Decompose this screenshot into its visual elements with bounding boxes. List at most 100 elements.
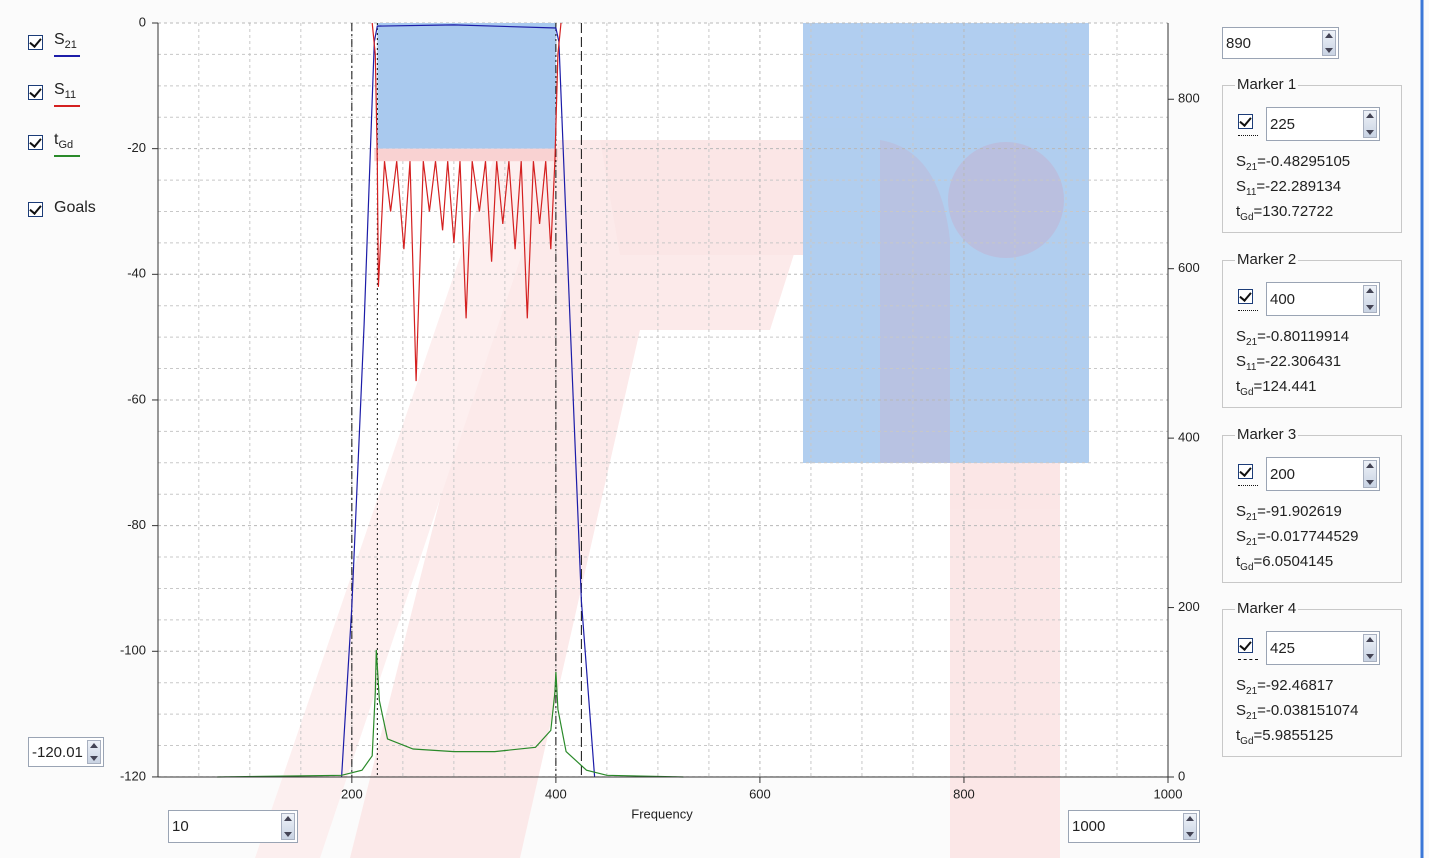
marker-checkbox[interactable] (1238, 464, 1253, 479)
readout-symbol: S (1236, 702, 1247, 719)
spin-button[interactable] (1183, 813, 1197, 840)
y2-max-input[interactable]: 890 (1222, 27, 1339, 59)
marker-checkbox[interactable] (1238, 114, 1253, 129)
x-max-input[interactable]: 1000 (1068, 810, 1200, 843)
marker-title: Marker 3 (1235, 426, 1299, 443)
goals-label: Goals (54, 199, 96, 216)
marker-readout: S11=-22.306431 (1236, 353, 1341, 373)
readout-sign: = (1256, 353, 1266, 370)
readout-sign: = (1257, 503, 1266, 520)
x-tick-label: 400 (545, 786, 567, 801)
x-min-input[interactable]: 10 (168, 810, 298, 843)
readout-sign: = (1257, 328, 1266, 345)
readout-value: -0.48295105 (1265, 153, 1351, 170)
y2-tick-label: 600 (1178, 260, 1200, 275)
goals-checkbox[interactable] (28, 202, 43, 217)
readout-sign: = (1253, 378, 1263, 395)
readout-subscript: 21 (1246, 337, 1258, 348)
spin-button[interactable] (87, 740, 101, 764)
readout-sign: = (1256, 178, 1266, 195)
legend-checkbox[interactable] (28, 135, 43, 150)
y-tick-label: -40 (127, 266, 146, 281)
x-min-input-text: 10 (172, 818, 189, 835)
spin-button[interactable] (1322, 30, 1336, 56)
y2-tick-label: 800 (1178, 91, 1200, 106)
marker-checkbox[interactable] (1238, 289, 1253, 304)
readout-symbol: t (1236, 553, 1241, 570)
legend-checkbox[interactable] (28, 85, 43, 100)
readout-sign: = (1257, 528, 1266, 545)
series-line (217, 649, 684, 778)
readout-value: 6.0504145 (1262, 553, 1334, 570)
marker-input-text: 200 (1270, 465, 1296, 483)
readout-subscript: 11 (1246, 362, 1257, 373)
marker-readout: S21=-92.46817 (1236, 677, 1333, 697)
goal-region (377, 23, 556, 149)
watermark-logo (255, 23, 1089, 858)
marker-checkbox[interactable] (1238, 638, 1253, 653)
marker-readout: S11=-22.289134 (1236, 178, 1341, 198)
marker-readout: tGd=6.0504145 (1236, 553, 1333, 573)
readout-value: -0.017744529 (1265, 528, 1359, 545)
readout-sign: = (1253, 553, 1263, 570)
readout-subscript: 21 (1246, 686, 1258, 697)
marker-readout: tGd=130.72722 (1236, 203, 1333, 223)
logo-stroke (255, 140, 560, 858)
readout-symbol: S (1236, 503, 1247, 520)
legend-symbol: S (54, 31, 65, 48)
readout-sign: = (1253, 727, 1263, 744)
y2-tick-label: 200 (1178, 599, 1200, 614)
readout-value: 124.441 (1262, 378, 1317, 395)
readout-symbol: S (1236, 178, 1247, 195)
legend-label: S11 (54, 81, 76, 101)
marker-line-style (1238, 310, 1258, 311)
marker-input[interactable]: 200 (1266, 457, 1380, 491)
marker-line-style (1238, 135, 1258, 136)
marker-readout: S21=-0.017744529 (1236, 528, 1359, 548)
readout-subscript: 21 (1246, 512, 1258, 523)
readout-subscript: Gd (1240, 736, 1254, 747)
spin-button[interactable] (281, 813, 295, 840)
readout-symbol: t (1236, 203, 1241, 220)
marker-readout: S21=-0.80119914 (1236, 328, 1349, 348)
plot-layer (217, 22, 684, 778)
marker-group: Marker 4 425 S21=-92.46817 S21=-0.038151074… (1222, 600, 1402, 757)
readout-subscript: 21 (1246, 711, 1258, 722)
y-tick-label: -120 (120, 768, 146, 783)
readout-value: 130.72722 (1262, 203, 1334, 220)
marker-title: Marker 1 (1235, 76, 1299, 93)
legend-swatch (54, 155, 80, 157)
y-tick-label: -100 (120, 643, 146, 658)
marker-input[interactable]: 225 (1266, 107, 1380, 141)
legend-checkbox[interactable] (28, 35, 43, 50)
readout-symbol: S (1236, 528, 1247, 545)
readout-value: 5.9855125 (1262, 727, 1334, 744)
readout-symbol: t (1236, 727, 1241, 744)
y2-max-input-text: 890 (1226, 34, 1252, 52)
readout-subscript: 21 (1246, 537, 1258, 548)
goal-region (374, 148, 558, 162)
y-min-input[interactable]: -120.01 (28, 737, 104, 767)
legend-subscript: 11 (64, 89, 77, 101)
marker-input[interactable]: 400 (1266, 282, 1380, 316)
legend-swatch (54, 55, 80, 57)
marker-readout: S21=-91.902619 (1236, 503, 1342, 523)
spin-button[interactable] (1363, 285, 1377, 313)
marker-line-style (1238, 659, 1258, 660)
spin-button[interactable] (1363, 634, 1377, 662)
y-min-input-text: -120.01 (32, 743, 83, 761)
y2-tick-label: 0 (1178, 768, 1185, 783)
readout-value: -22.306431 (1265, 353, 1342, 370)
logo-dot (948, 142, 1064, 258)
readout-sign: = (1253, 203, 1263, 220)
spin-button[interactable] (1363, 110, 1377, 138)
marker-group: Marker 2 400 S21=-0.80119914 S11=-22.306431… (1222, 251, 1402, 408)
marker-input[interactable]: 425 (1266, 631, 1380, 665)
marker-group: Marker 3 200 S21=-91.902619 S21=-0.01774452… (1222, 426, 1402, 583)
spin-button[interactable] (1363, 460, 1377, 488)
y2-tick-label: 400 (1178, 430, 1200, 445)
x-axis-label: Frequency (631, 806, 693, 821)
y-tick-label: -20 (127, 140, 146, 155)
